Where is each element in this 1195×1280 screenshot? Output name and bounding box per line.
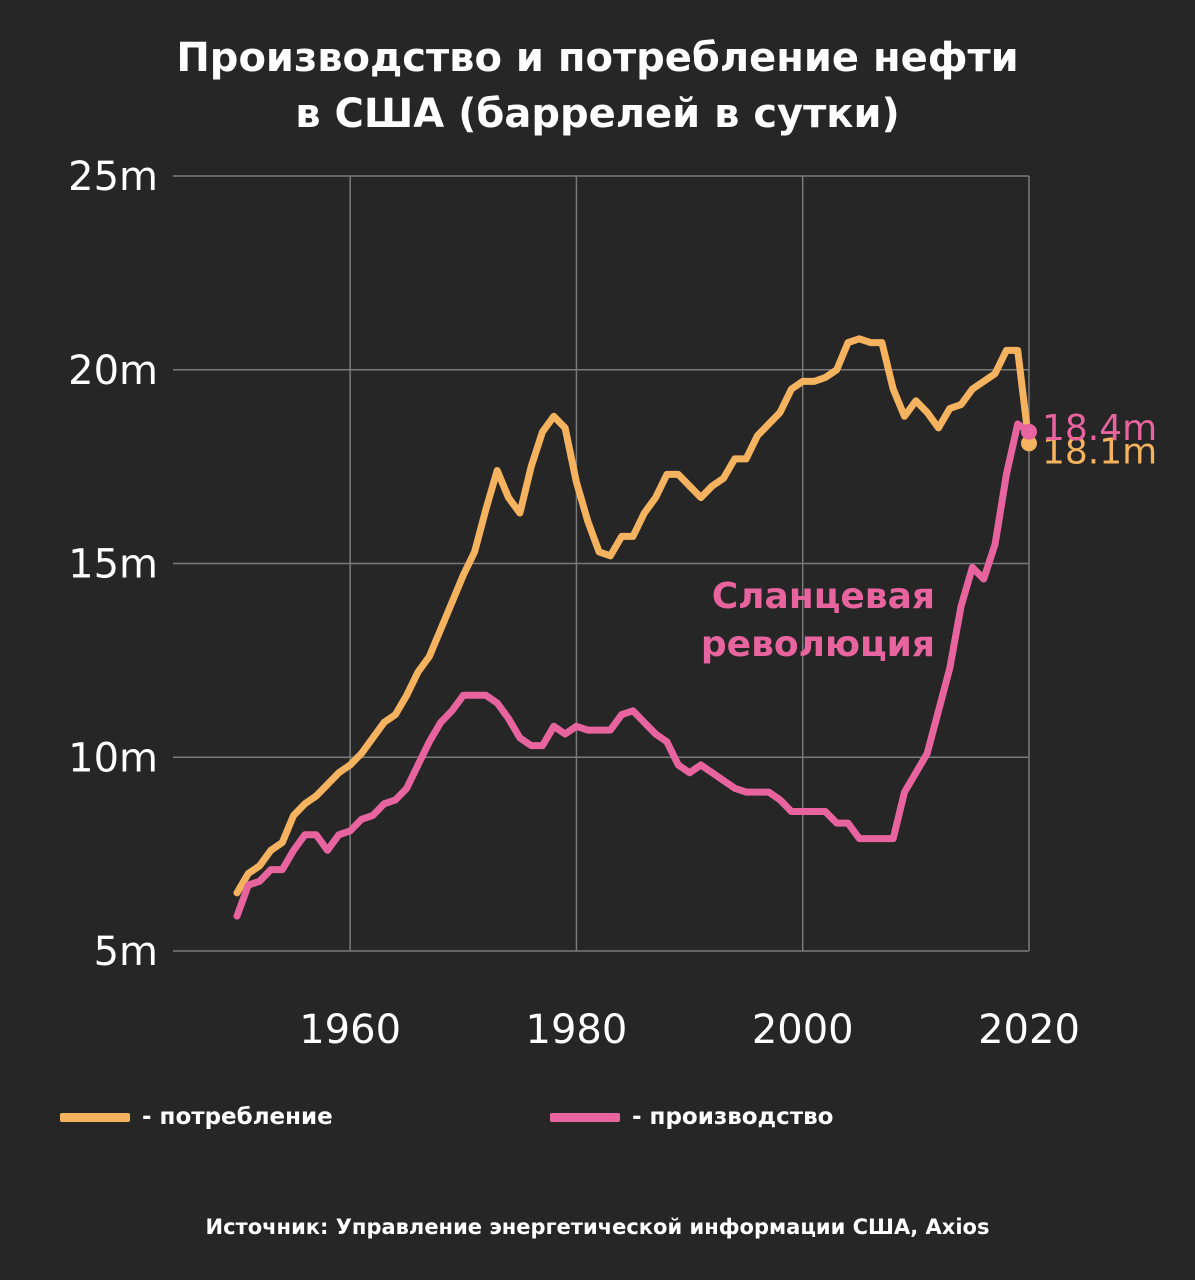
y-tick-label-25: 25m — [68, 154, 158, 200]
legend-item-consumption: - потребление — [60, 1100, 333, 1134]
series-line-production — [233, 420, 1033, 920]
end-label-consumption: 18.1m — [1042, 431, 1157, 472]
series-line-consumption — [233, 335, 1033, 897]
series-lines — [233, 335, 1033, 920]
legend-swatch-consumption — [60, 1112, 130, 1122]
end-marker-production — [1021, 423, 1037, 440]
legend-item-production: - производство — [550, 1100, 833, 1134]
chart-title: Производство и потребление нефти в США (… — [0, 30, 1195, 142]
y-tick-label-20: 20m — [68, 348, 158, 394]
annotation-line-1: Сланцевая — [712, 576, 935, 617]
y-tick-label-10: 10m — [68, 735, 158, 781]
legend-label-production: - производство — [632, 1104, 834, 1130]
legend-label-consumption: - потребление — [142, 1104, 333, 1130]
y-tick-label-5: 5m — [94, 929, 158, 975]
x-tick-label-2000: 2000 — [752, 1007, 854, 1053]
axis-ticks: 5m 10m 15m 20m 25m 1960 1980 2000 2020 — [68, 154, 1080, 1053]
legend-swatch-production — [550, 1112, 620, 1122]
end-marker-consumption — [1021, 435, 1037, 452]
y-tick-label-15: 15m — [68, 542, 158, 588]
end-label-production: 18.4m — [1042, 408, 1157, 449]
x-tick-label-2020: 2020 — [978, 1007, 1080, 1053]
x-tick-label-1980: 1980 — [526, 1007, 628, 1053]
source-note: Источник: Управление энергетической инфо… — [205, 1215, 990, 1239]
chart-title-line-2: в США (баррелей в сутки) — [295, 91, 900, 137]
x-tick-label-1960: 1960 — [299, 1007, 401, 1053]
annotation-line-2: революция — [701, 624, 935, 665]
chart-title-line-1: Производство и потребление нефти — [176, 35, 1019, 81]
